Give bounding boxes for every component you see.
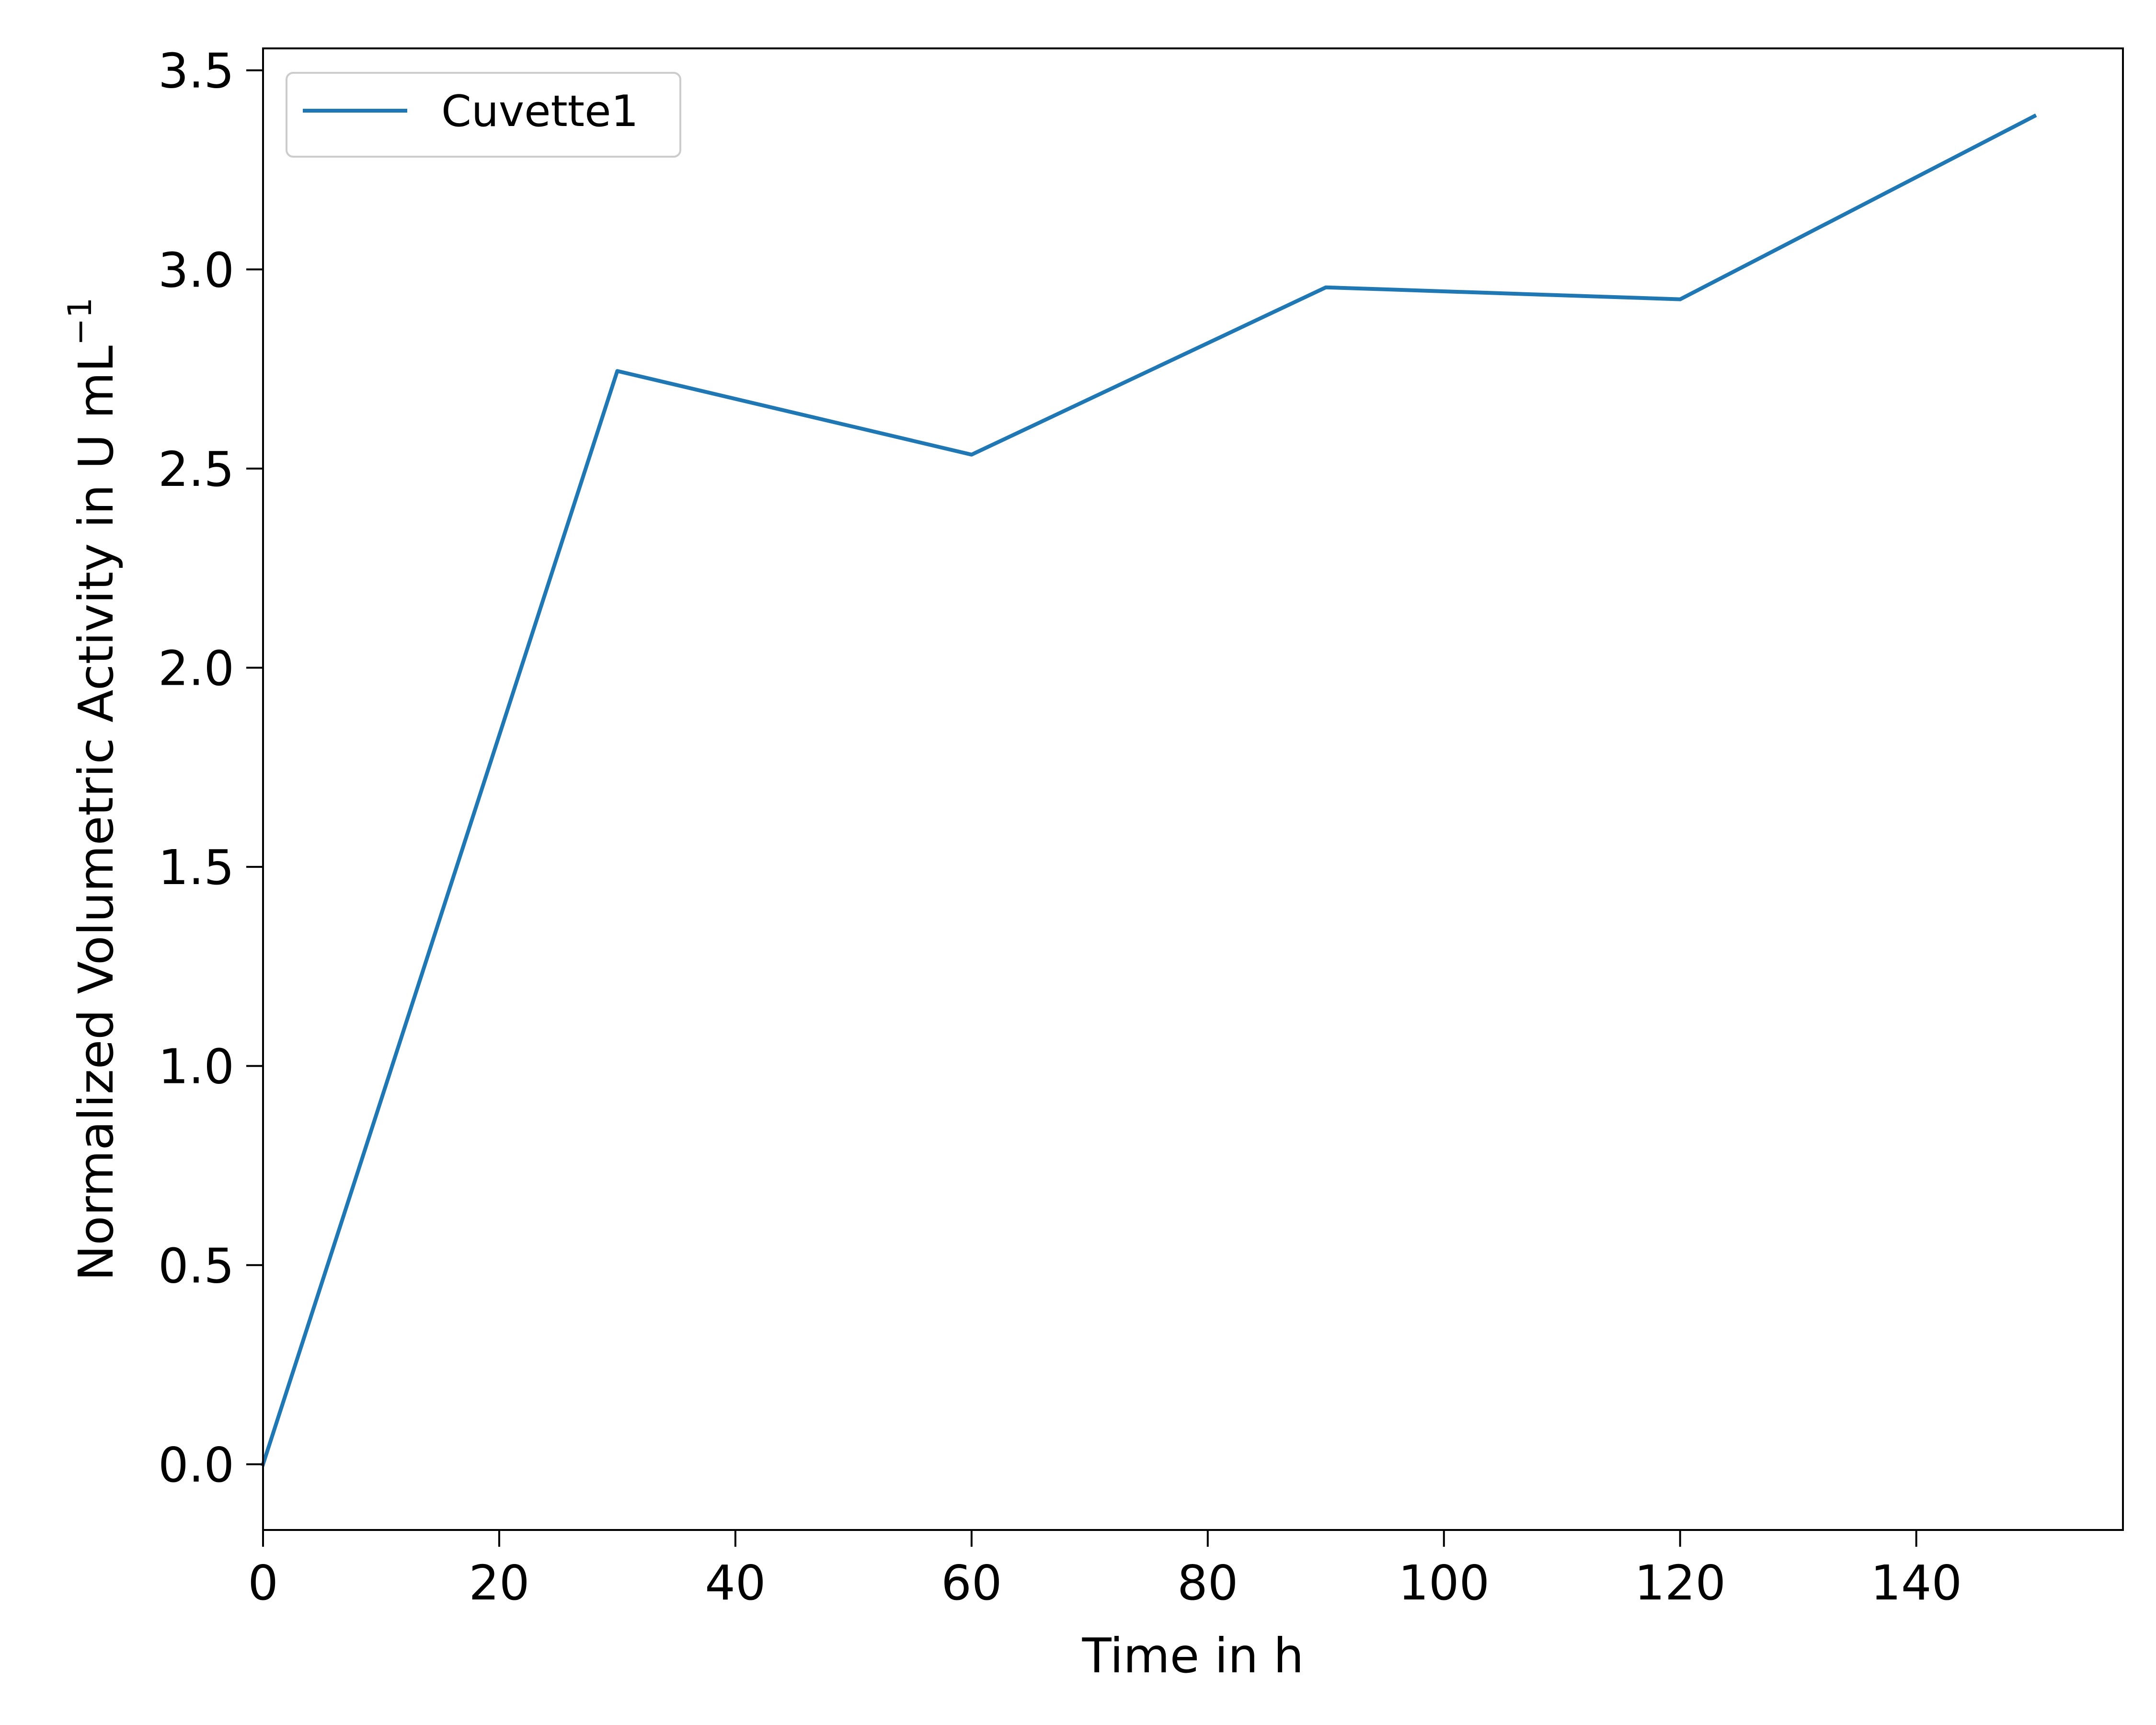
x-tick-label: 140 <box>1870 1555 1962 1611</box>
x-tick-label: 120 <box>1634 1555 1726 1611</box>
legend: Cuvette1 <box>286 72 681 158</box>
x-tick-label: 80 <box>1177 1555 1238 1611</box>
y-tick-label: 2.0 <box>158 640 234 696</box>
y-axis-label: Normalized Volumetric Activity in U mL−1 <box>61 298 124 1281</box>
y-tick-label: 1.5 <box>158 840 234 896</box>
y-axis-label-superscript: −1 <box>61 298 99 345</box>
x-tick-label: 100 <box>1398 1555 1490 1611</box>
y-axis-label-group: Normalized Volumetric Activity in U mL−1 <box>61 298 124 1281</box>
x-axis-label: Time in h <box>1082 1628 1304 1684</box>
plot-area <box>260 113 2037 1467</box>
y-tick-label: 3.5 <box>158 43 234 99</box>
y-tick-label: 1.0 <box>158 1039 234 1095</box>
axes-frame <box>262 47 2124 1531</box>
y-tick-label: 0.5 <box>158 1238 234 1294</box>
y-axis: 0.0 0.5 1.0 1.5 2.0 2.5 3.0 3.5 <box>158 43 263 1493</box>
legend-frame <box>286 72 681 158</box>
x-tick-label: 60 <box>941 1555 1002 1611</box>
y-tick-label: 0.0 <box>158 1437 234 1493</box>
y-axis-label-main: Normalized Volumetric Activity in U mL <box>68 345 124 1281</box>
x-tick-label: 40 <box>705 1555 766 1611</box>
y-tick-label: 3.0 <box>158 242 234 298</box>
x-tick-label: 0 <box>248 1555 278 1611</box>
x-tick-label: 20 <box>469 1555 529 1611</box>
legend-label: Cuvette1 <box>441 86 639 137</box>
series-line-cuvette1 <box>260 113 2037 1467</box>
x-axis: 0 20 40 60 80 100 120 140 <box>248 1530 1962 1611</box>
y-tick-label: 2.5 <box>158 441 234 497</box>
